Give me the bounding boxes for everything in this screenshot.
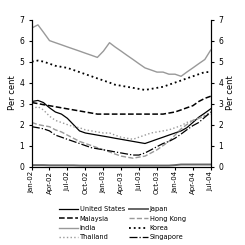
Line: Malaysia: Malaysia (32, 96, 211, 114)
Line: United States: United States (32, 100, 211, 144)
Y-axis label: Per cent: Per cent (226, 76, 235, 110)
Line: Thailand: Thailand (32, 107, 211, 139)
Line: Singapore: Singapore (32, 112, 211, 155)
Y-axis label: Per cent: Per cent (8, 76, 17, 110)
Line: Hong Kong: Hong Kong (32, 114, 211, 158)
Line: Korea: Korea (32, 61, 211, 90)
Legend: United States, Malaysia, India, Thailand, Japan, Hong Kong, Korea, Singapore: United States, Malaysia, India, Thailand… (58, 205, 187, 242)
Line: India: India (32, 25, 211, 76)
Line: Japan: Japan (32, 164, 211, 166)
